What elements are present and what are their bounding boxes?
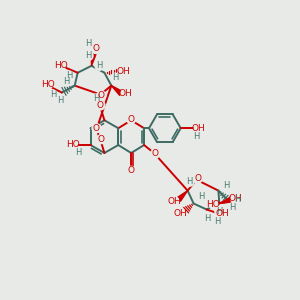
Circle shape [121,89,130,98]
Text: H: H [204,214,211,223]
Circle shape [48,90,57,99]
Polygon shape [177,190,188,201]
Text: OH: OH [174,209,188,218]
Circle shape [92,124,101,133]
Text: OH: OH [116,67,130,76]
Circle shape [92,94,101,103]
Circle shape [96,101,105,110]
Text: H: H [216,207,223,216]
Text: HO: HO [66,140,80,148]
Circle shape [192,132,201,141]
Text: H: H [50,90,56,99]
Text: H: H [214,217,220,226]
Text: O: O [98,91,105,100]
Circle shape [95,61,104,70]
Text: H: H [229,203,236,212]
Polygon shape [91,53,96,66]
Text: O: O [152,149,158,158]
Circle shape [193,174,202,183]
Text: OH: OH [118,89,132,98]
Circle shape [119,67,128,76]
Circle shape [197,192,206,201]
Circle shape [56,61,65,70]
Circle shape [222,181,231,190]
Circle shape [65,71,74,80]
Circle shape [111,73,120,82]
Text: H: H [76,148,82,158]
Text: OH: OH [215,209,229,218]
Circle shape [170,197,179,206]
Circle shape [209,200,218,209]
Text: H: H [85,51,92,60]
Circle shape [228,203,237,212]
Text: HO: HO [54,61,68,70]
Text: H: H [96,61,103,70]
Text: H: H [186,177,193,186]
Text: H: H [67,71,73,80]
Circle shape [231,194,240,203]
Circle shape [127,166,136,175]
Text: OH: OH [192,124,206,133]
Text: H: H [93,94,100,103]
Circle shape [194,124,203,133]
Text: O: O [128,166,135,175]
Text: H: H [234,195,240,204]
Circle shape [74,148,83,158]
Text: H: H [194,132,200,141]
Text: H: H [112,73,119,82]
Circle shape [151,149,159,158]
Circle shape [213,217,222,226]
Text: OH: OH [228,194,242,203]
Circle shape [84,40,93,48]
Circle shape [218,209,227,218]
Text: O: O [98,135,105,144]
Circle shape [233,195,242,204]
Circle shape [97,91,106,100]
Circle shape [185,177,194,186]
Text: O: O [128,115,135,124]
Circle shape [91,44,100,53]
Circle shape [97,135,106,144]
Text: HO: HO [41,80,55,89]
Text: O: O [93,124,100,133]
Polygon shape [111,85,123,95]
Text: O: O [92,44,99,53]
Circle shape [176,209,185,218]
Circle shape [44,80,52,89]
Text: O: O [97,101,104,110]
Text: H: H [85,40,92,49]
Text: OH: OH [168,197,182,206]
Circle shape [68,140,77,148]
Text: H: H [64,77,70,86]
Text: H: H [198,192,205,201]
Polygon shape [219,197,232,203]
Circle shape [215,207,224,216]
Text: O: O [194,174,201,183]
Circle shape [62,77,71,86]
Circle shape [203,214,212,223]
Circle shape [56,96,64,105]
Circle shape [84,51,93,60]
Text: H: H [57,96,63,105]
Text: H: H [223,181,230,190]
Text: HO: HO [206,200,220,209]
Circle shape [127,115,136,124]
